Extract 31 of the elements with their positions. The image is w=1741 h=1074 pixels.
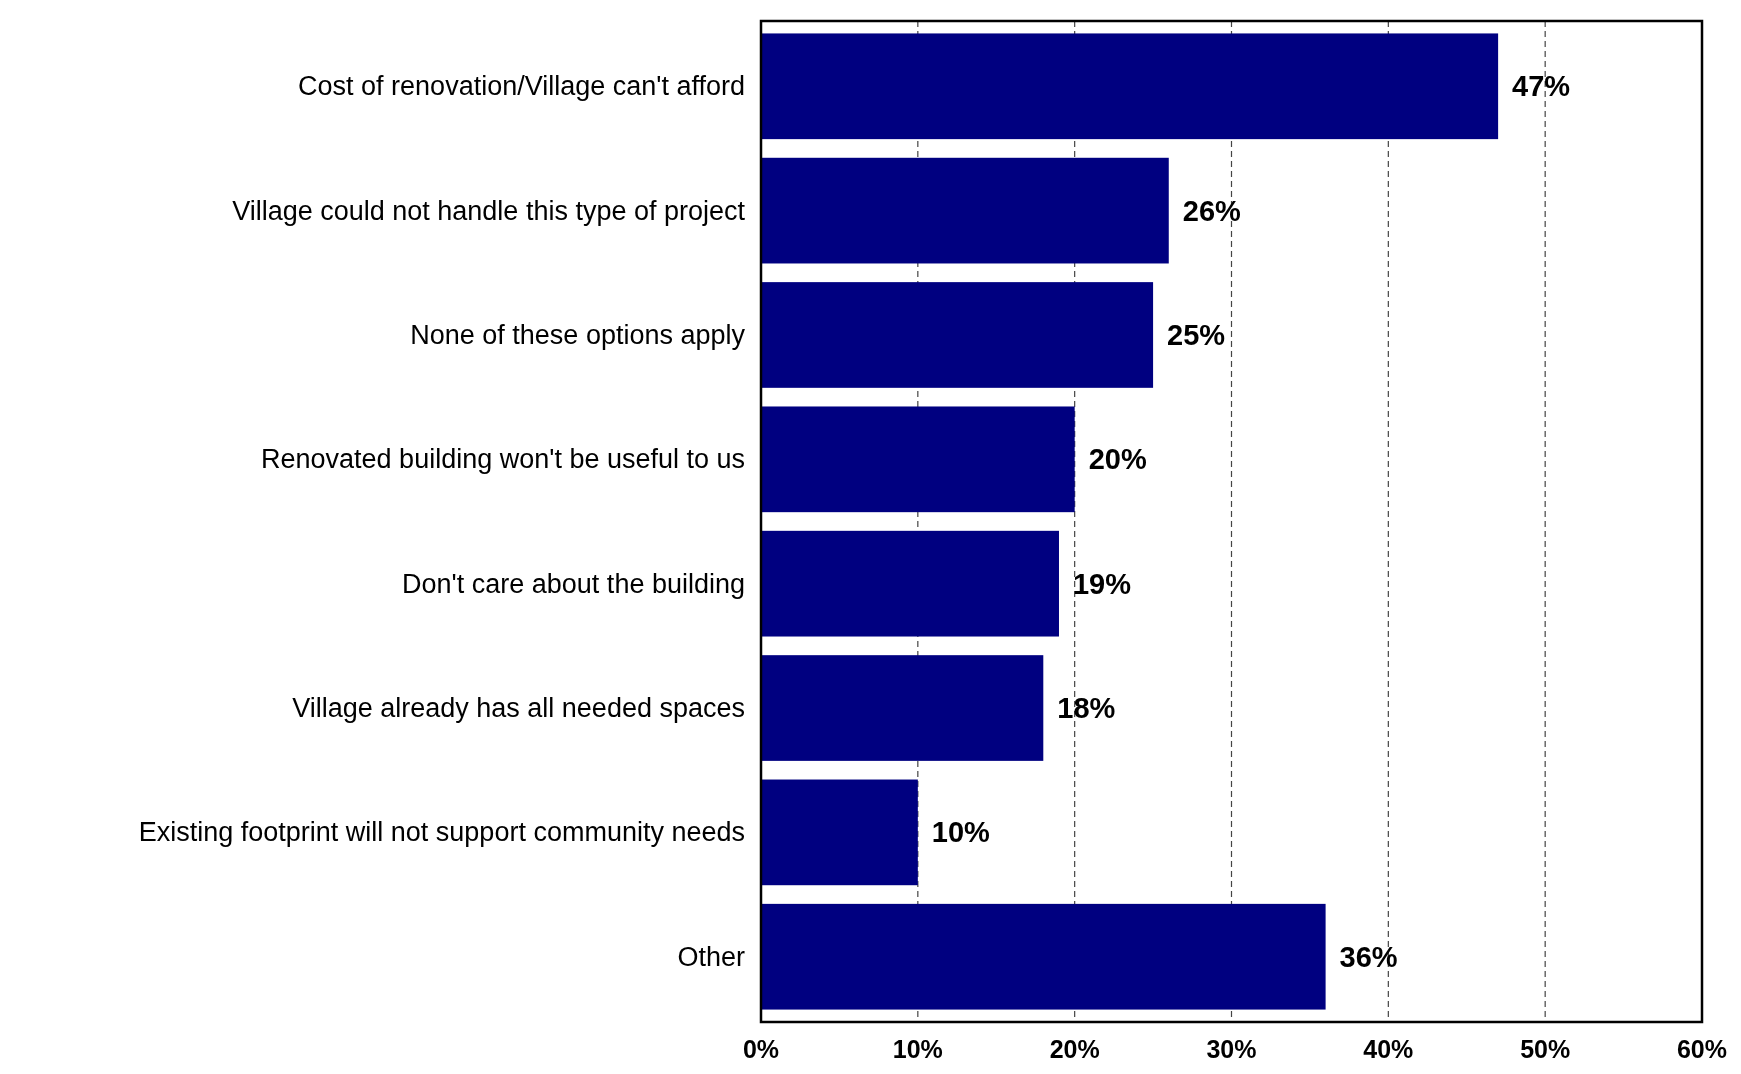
bar — [761, 779, 918, 886]
bar — [761, 655, 1044, 761]
y-tick-label: Other — [677, 941, 745, 972]
data-label: 26% — [1182, 194, 1242, 227]
y-tick-label: Existing footprint will not support community needs — [138, 817, 745, 848]
data-label: 18% — [1057, 692, 1116, 725]
x-tick-label: 0% — [742, 1035, 780, 1063]
data-label: 25% — [1167, 318, 1226, 351]
x-tick-label: 20% — [1049, 1035, 1100, 1063]
bar — [761, 282, 1154, 388]
y-tick-label: Cost of renovation/Village can't afford — [298, 71, 745, 102]
bar — [761, 406, 1075, 513]
y-tick-label: None of these options apply — [410, 319, 746, 350]
y-tick-label: Renovated building won't be useful to us — [261, 444, 745, 475]
data-label: 20% — [1088, 443, 1147, 476]
bar — [761, 33, 1499, 140]
bar — [761, 157, 1169, 264]
y-tick-label: Don't care about the building — [402, 568, 745, 599]
y-tick-label: Village could not handle this type of project — [232, 195, 746, 226]
y-tick-label: Village already has all needed spaces — [292, 693, 745, 724]
x-tick-label: 10% — [892, 1035, 943, 1063]
data-label: 36% — [1339, 940, 1398, 973]
bar — [761, 530, 1059, 637]
x-tick-label: 50% — [1520, 1035, 1571, 1063]
data-label: 47% — [1512, 70, 1571, 103]
x-tick-label: 60% — [1676, 1035, 1728, 1063]
bar — [761, 903, 1326, 1010]
x-tick-label: 30% — [1206, 1035, 1257, 1063]
data-label: 10% — [931, 816, 991, 849]
data-label: 19% — [1072, 567, 1132, 600]
x-tick-label: 40% — [1363, 1035, 1414, 1063]
